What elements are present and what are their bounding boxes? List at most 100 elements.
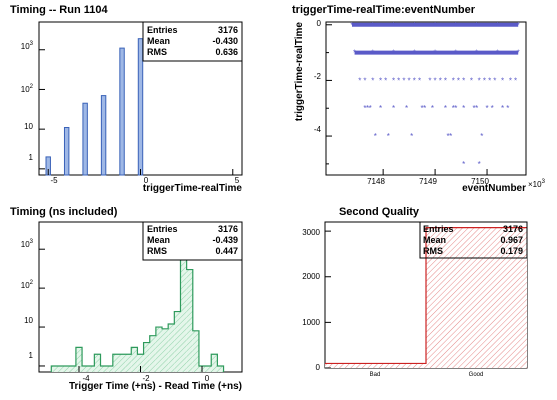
histogram-bin-fill xyxy=(118,354,126,372)
scatter-point: * xyxy=(392,76,395,85)
y-axis-label: triggerTime-realTime xyxy=(294,22,305,122)
scatter-point: * xyxy=(379,104,382,113)
stats-label: Mean xyxy=(147,36,170,46)
scatter-point: * xyxy=(431,104,434,113)
panel-timing-ns: Timing (ns included) -4 -2 0 1 10 102 10… xyxy=(10,206,243,392)
histogram-bin-fill xyxy=(75,347,83,372)
scatter-point: * xyxy=(402,76,405,85)
scatter-point: * xyxy=(496,21,499,30)
scatter-point: * xyxy=(478,76,481,85)
scatter-point: * xyxy=(462,76,465,85)
x-axis-label: eventNumber xyxy=(462,183,526,194)
scatter-point: * xyxy=(371,21,374,30)
scatter-point: * xyxy=(483,76,486,85)
scatter-point: * xyxy=(444,104,447,113)
scatter-point: * xyxy=(371,49,374,58)
histogram-outline xyxy=(325,227,527,365)
scatter-point: * xyxy=(384,76,387,85)
scatter-point: * xyxy=(475,49,478,58)
x-multiplier: ×103 xyxy=(528,179,546,189)
y-tick-label: 103 xyxy=(21,239,34,249)
scatter-point: * xyxy=(413,21,416,30)
histogram-bin-fill xyxy=(186,269,193,372)
y-tick-label: 3000 xyxy=(302,228,320,237)
scatter-point: * xyxy=(509,76,512,85)
scatter-point: * xyxy=(363,76,366,85)
x-axis-label: Trigger Time (+ns) - Read Time (+ns) xyxy=(69,381,242,392)
scatter-point: * xyxy=(397,76,400,85)
stats-value: -0.439 xyxy=(212,235,238,245)
scatter-point: * xyxy=(358,76,361,85)
histogram-bar xyxy=(82,102,88,176)
scatter-point: * xyxy=(405,104,408,113)
scatter-point: * xyxy=(478,160,481,169)
stats-value: 3176 xyxy=(218,224,238,234)
chart-title: triggerTime-realTime:eventNumber xyxy=(292,4,476,16)
histogram-bin-fill xyxy=(174,311,181,372)
stats-value: 0.636 xyxy=(215,47,238,57)
scatter-point: * xyxy=(517,21,520,30)
axis-ticks xyxy=(39,49,234,175)
axis-ticks xyxy=(325,230,331,369)
stats-label: Mean xyxy=(147,235,170,245)
histogram-bin-fill xyxy=(162,328,169,372)
scatter-point: * xyxy=(392,49,395,58)
scatter-point: * xyxy=(418,76,421,85)
axis-ticks xyxy=(326,24,488,175)
scatter-point: * xyxy=(421,104,424,113)
scatter-point: * xyxy=(413,76,416,85)
scatter-point: * xyxy=(408,76,411,85)
scatter-point: * xyxy=(475,104,478,113)
scatter-point: * xyxy=(454,104,457,113)
y-tick-label: 2000 xyxy=(302,272,320,281)
scatter-point: * xyxy=(472,104,475,113)
stats-box: Entries 3176 Mean 0.967 RMS 0.179 xyxy=(419,221,528,259)
scatter-point: * xyxy=(462,160,465,169)
scatter-point: * xyxy=(496,49,499,58)
y-tick-label: -2 xyxy=(314,72,322,81)
stats-box: Entries 3176 Mean -0.430 RMS 0.636 xyxy=(142,21,243,62)
scatter-point: * xyxy=(454,49,457,58)
scatter-point: * xyxy=(363,104,366,113)
chart-title: Second Quality xyxy=(339,206,420,218)
scatter-point: * xyxy=(517,49,520,58)
scatter-point: * xyxy=(369,104,372,113)
histogram-bin-fill xyxy=(155,327,163,372)
y-tick-label: 102 xyxy=(21,280,34,290)
chart-title: Timing -- Run 1104 xyxy=(10,4,108,16)
histogram-bin-fill xyxy=(137,354,144,372)
scatter-points: * * * * * * * * ** * * * * * * * ** * * * * * * * * * * * * * * * * * * * * *… xyxy=(350,21,519,169)
scatter-point: * xyxy=(392,104,395,113)
scatter-point: * xyxy=(447,132,450,141)
x-tick-label: -4 xyxy=(82,374,90,383)
scatter-point: * xyxy=(501,104,504,113)
histogram-bin-fill xyxy=(106,365,113,372)
scatter-point: * xyxy=(387,132,390,141)
scatter-point: * xyxy=(452,104,455,113)
histogram-bin-fill xyxy=(205,365,212,372)
histogram-bin-fill xyxy=(217,365,224,372)
x-tick-label: 0 xyxy=(205,374,210,383)
x-category-label: Bad xyxy=(370,372,381,378)
stats-value: 0.179 xyxy=(500,246,523,256)
stats-label: RMS xyxy=(423,246,443,256)
scatter-point: * xyxy=(462,104,465,113)
y-tick-label: 0 xyxy=(316,363,321,372)
histogram-bars xyxy=(50,242,225,372)
scatter-point: * xyxy=(379,76,382,85)
histogram-bin-fill xyxy=(211,354,218,372)
stats-value: 0.967 xyxy=(500,235,523,245)
x-tick-label: -5 xyxy=(50,176,58,185)
histogram-bin-fill xyxy=(63,365,70,372)
scatter-point: * xyxy=(392,21,395,30)
stats-label: Mean xyxy=(423,235,446,245)
histogram-bin-fill xyxy=(149,335,156,372)
scatter-point: * xyxy=(493,76,496,85)
histogram-bars xyxy=(45,38,144,176)
scatter-point: * xyxy=(439,76,442,85)
y-tick-label: 10 xyxy=(24,316,33,325)
y-tick-label: 1 xyxy=(29,351,34,360)
histogram-bin-fill xyxy=(69,365,76,372)
y-tick-label: -4 xyxy=(314,125,322,134)
scatter-point: * xyxy=(444,76,447,85)
